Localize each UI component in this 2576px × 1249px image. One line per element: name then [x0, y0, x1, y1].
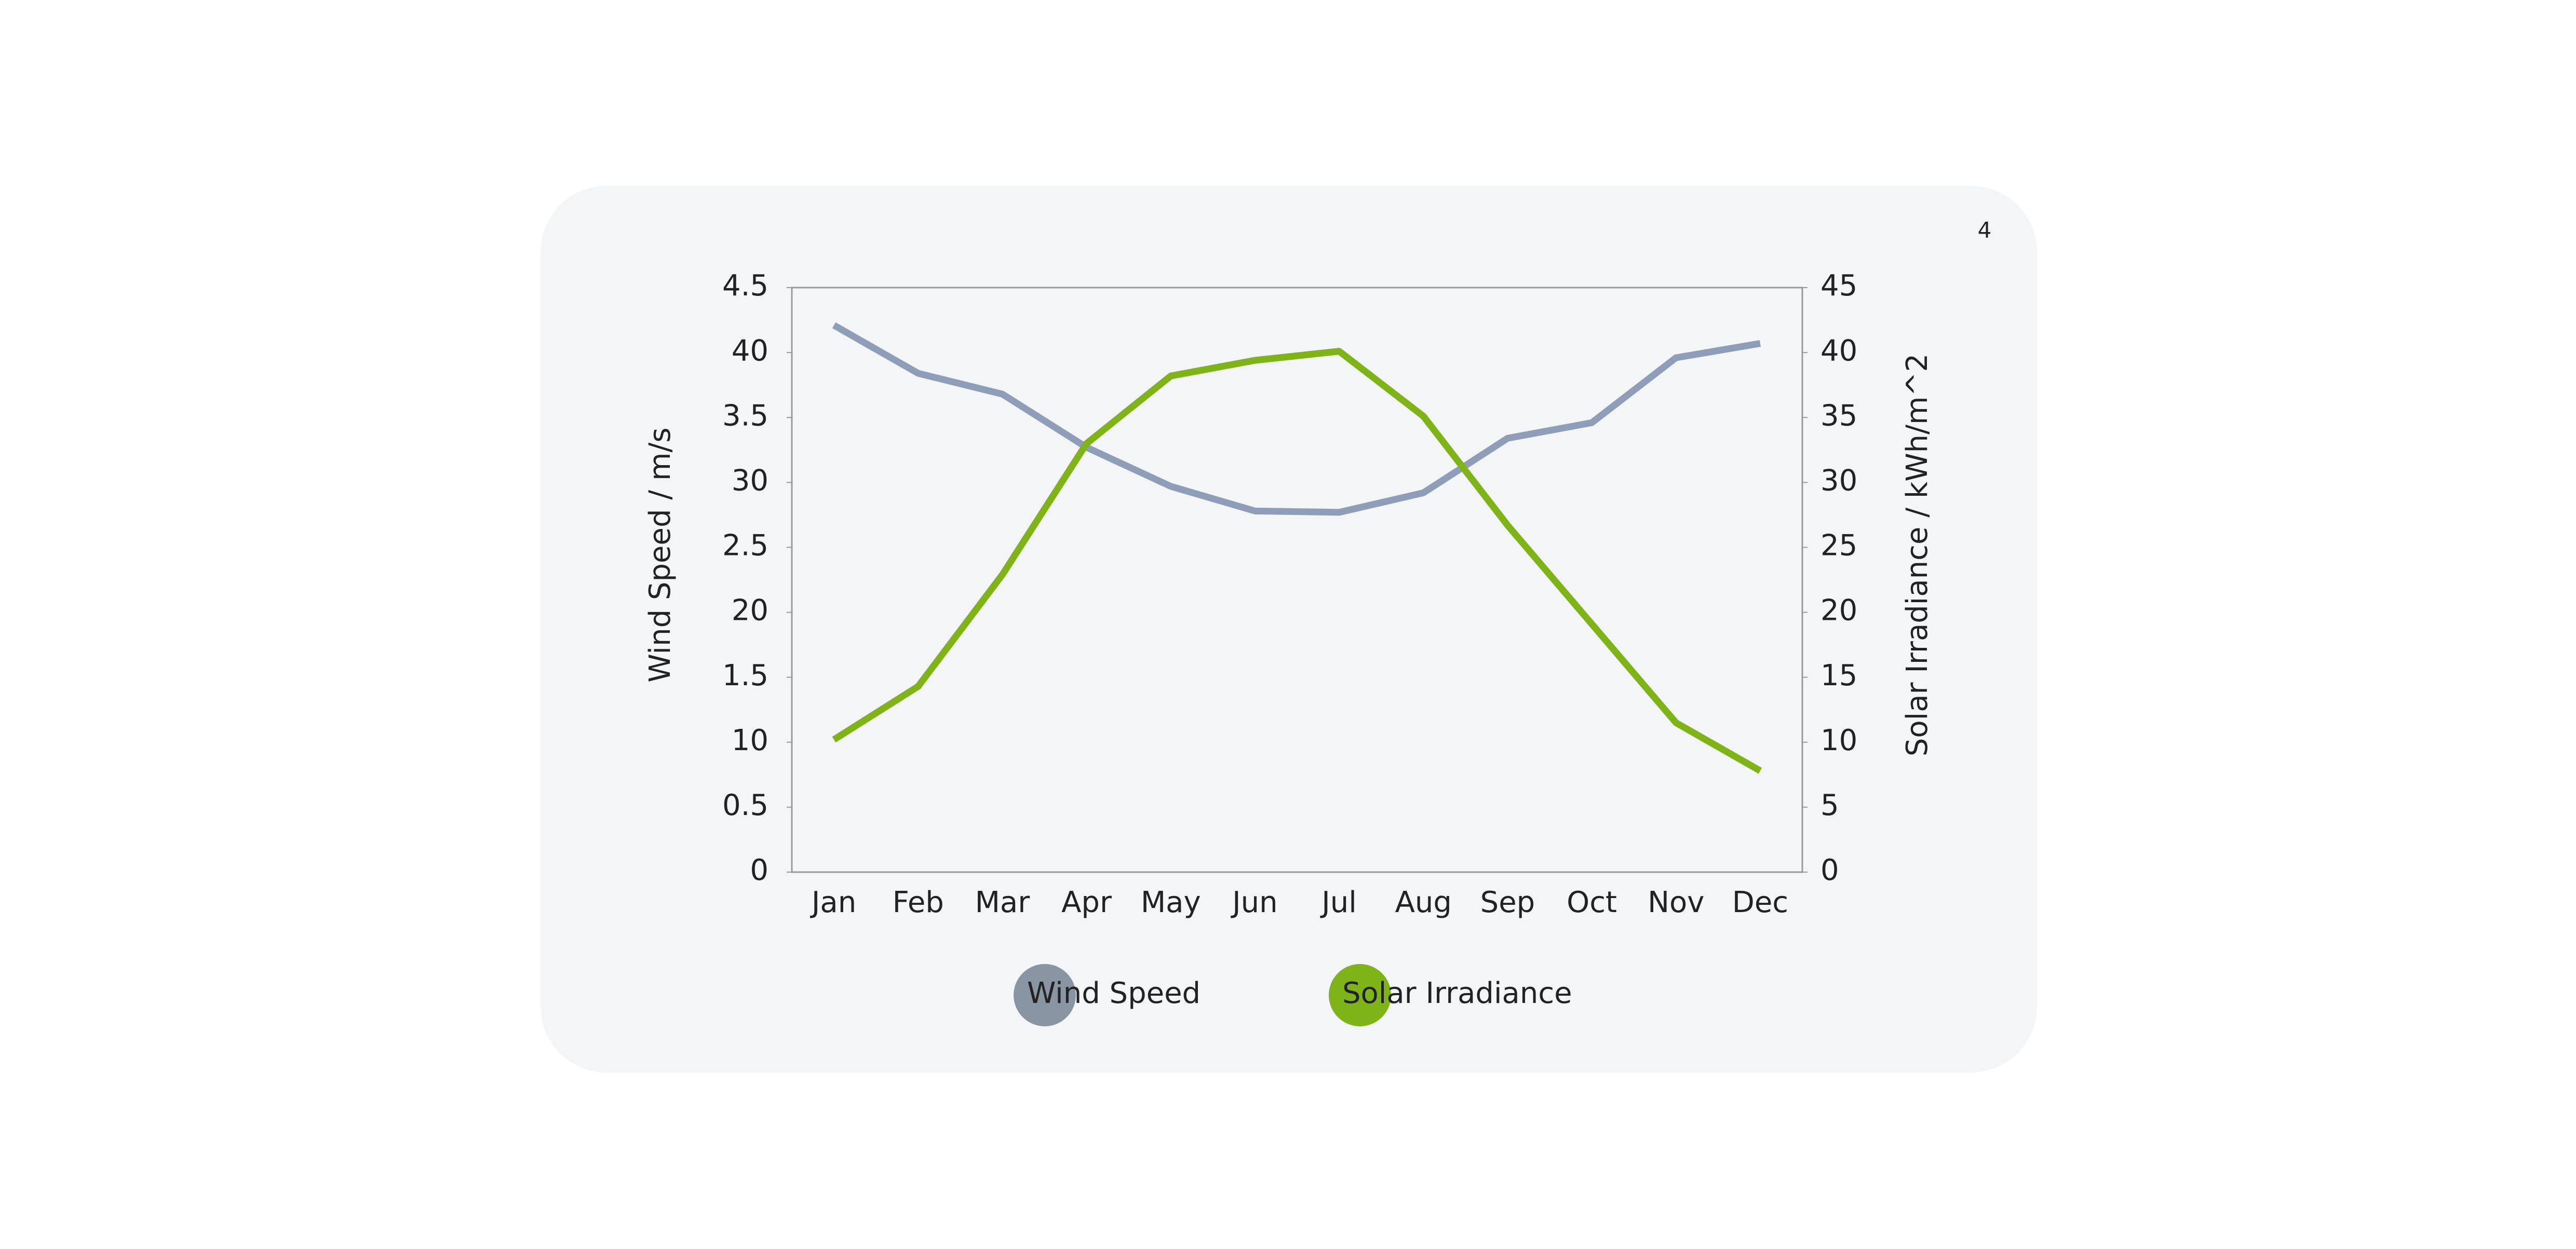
legend-swatch	[1014, 964, 1076, 1026]
y-tick-label: 40	[732, 334, 768, 368]
x-tick-label: Feb	[893, 886, 944, 919]
x-tick-label: Nov	[1648, 886, 1704, 919]
x-tick-label: Mar	[975, 886, 1031, 919]
y-tick-label: 3.5	[722, 399, 768, 432]
x-tick-label: Apr	[1061, 886, 1112, 919]
x-tick-label: Jul	[1320, 886, 1357, 919]
y-tick-label: 0	[750, 853, 768, 887]
legend-label: Solar Irradiance	[1342, 976, 1572, 1010]
y-axis-title: Wind Speed / m/s	[643, 427, 677, 682]
y-tick-label: 10	[1820, 724, 1857, 757]
series-line	[832, 348, 1762, 774]
y-tick-label: 25	[1820, 529, 1857, 563]
y-tick-label: 4.5	[722, 269, 768, 303]
y-tick-label: 1.5	[722, 659, 768, 693]
y-tick-label: 45	[1820, 269, 1857, 303]
x-tick-label: Jun	[1231, 886, 1278, 919]
y-tick-label: 5	[1820, 789, 1839, 822]
y-tick-label: 15	[1820, 659, 1857, 693]
x-tick-label: Oct	[1567, 886, 1617, 919]
x-tick-label: May	[1141, 886, 1201, 919]
x-tick-label: Jan	[810, 886, 856, 919]
y-tick-label: 20	[732, 594, 768, 628]
legend-label: Wind Speed	[1027, 976, 1201, 1010]
card	[541, 186, 2037, 1072]
y-tick-label: 30	[1820, 464, 1857, 497]
y-tick-label: 40	[1820, 334, 1857, 368]
x-tick-label: Sep	[1480, 886, 1535, 919]
y-tick-label: 10	[732, 724, 768, 757]
y2-axis-title: Solar Irradiance / kWh/m^2	[1900, 354, 1934, 756]
y-tick-label: 2.5	[722, 529, 768, 563]
series-line	[832, 322, 1761, 516]
page-number: 4	[1978, 218, 1992, 243]
y-tick-label: 0	[1820, 853, 1839, 887]
x-tick-label: Dec	[1732, 886, 1788, 919]
y-tick-label: 35	[1820, 399, 1857, 432]
plot-frame	[791, 287, 1803, 873]
y-tick-label: 0.5	[722, 789, 768, 822]
x-tick-label: Aug	[1395, 886, 1452, 919]
y-tick-label: 30	[732, 464, 768, 497]
legend-swatch	[1329, 964, 1391, 1026]
y-tick-label: 20	[1820, 594, 1857, 628]
